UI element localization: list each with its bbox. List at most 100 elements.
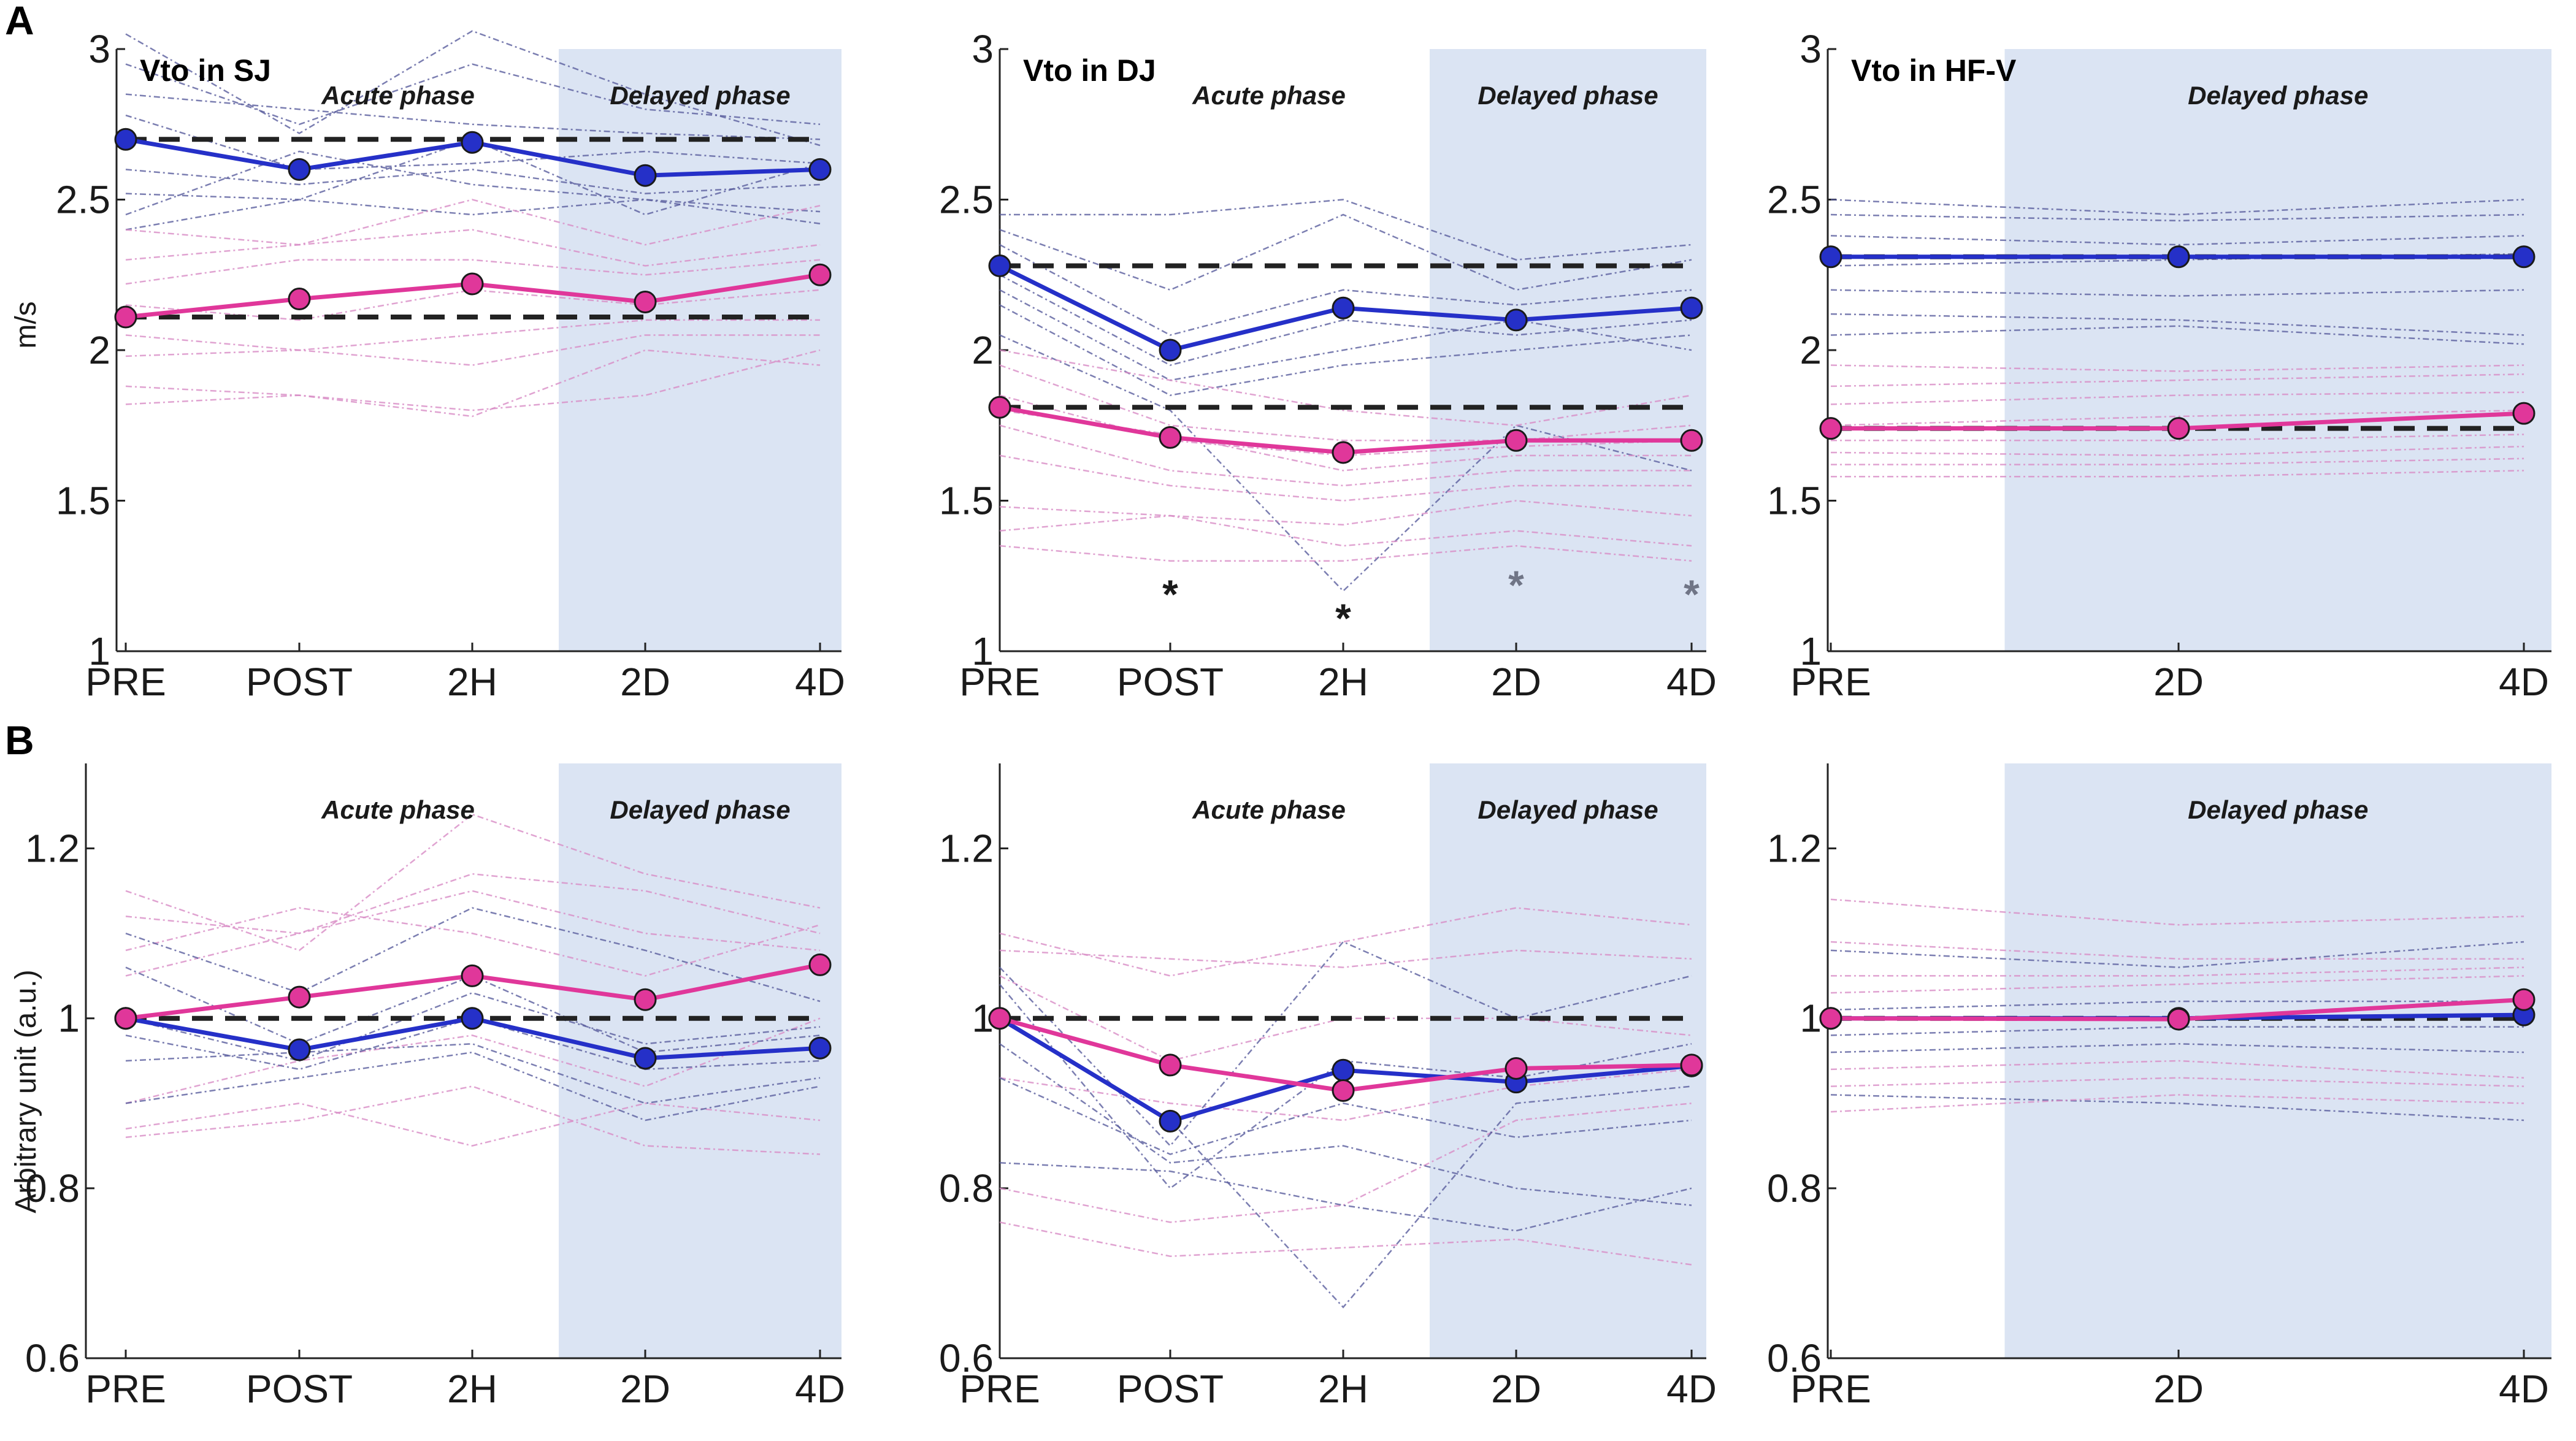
delayed-phase-shading [1430, 49, 1706, 651]
delayed-phase-label: Delayed phase [2188, 81, 2368, 110]
individual-trace-blue [125, 114, 821, 170]
y-tick-label: 1 [1800, 629, 1822, 673]
individual-trace-pink [1831, 434, 2524, 441]
y-tick-label: 2.5 [56, 178, 110, 222]
data-point-pink [114, 1007, 137, 1030]
individual-trace-blue [125, 138, 821, 231]
data-point-pink [2512, 402, 2536, 425]
data-point-pink [1159, 426, 1182, 449]
data-point-pink [2167, 1007, 2190, 1031]
individual-trace-pink [125, 334, 820, 366]
individual-trace-pink [1831, 457, 2524, 465]
individual-trace-blue [1830, 289, 2524, 297]
individual-trace-pink [999, 514, 1692, 547]
individual-trace-pink [125, 813, 821, 952]
chart-panel-a3: 1 1.5 2 2.5 3 PRE 2D 4D Vto in HF-V Delayed phase [1767, 27, 2551, 704]
y-tick-label: 1.5 [56, 479, 110, 523]
x-tick-label: 2D [2153, 660, 2204, 704]
individual-trace-pink [125, 199, 821, 246]
x-tick-label: POST [1117, 1367, 1224, 1411]
individual-trace-pink [1830, 1060, 2524, 1079]
data-point-pink [461, 964, 484, 987]
individual-trace-pink [1830, 1094, 2524, 1113]
data-point-blue [1159, 1109, 1182, 1133]
x-tick-label: 2D [620, 660, 670, 704]
delayed-phase-shading [1430, 763, 1706, 1358]
individual-trace-pink [125, 907, 821, 977]
data-point-blue [1680, 296, 1703, 319]
y-tick-label: 0.6 [939, 1336, 994, 1380]
individual-trace-pink [1831, 470, 2524, 478]
individual-trace-pink [125, 259, 821, 285]
individual-trace-blue [999, 274, 1692, 366]
x-tick-label: 2H [1318, 660, 1368, 704]
individual-trace-pink [999, 1103, 1692, 1223]
individual-trace-blue [999, 304, 1692, 396]
individual-trace-pink [125, 349, 821, 418]
individual-trace-pink [1830, 898, 2524, 926]
data-point-pink [288, 985, 311, 1009]
individual-trace-pink [125, 890, 821, 952]
delayed-phase-shading [559, 49, 841, 651]
data-point-blue [114, 128, 137, 151]
data-point-pink [1680, 1053, 1703, 1077]
individual-trace-blue [125, 30, 821, 147]
individual-trace-blue [125, 93, 821, 140]
x-tick-label: PRE [959, 660, 1040, 704]
data-point-pink [2167, 417, 2190, 440]
y-tick-label: 1 [972, 629, 994, 673]
panel-title: Vto in SJ [140, 53, 271, 88]
data-point-blue [2167, 245, 2190, 269]
y-tick-label: 2.5 [1767, 178, 1822, 222]
x-tick-label: PRE [85, 660, 166, 704]
data-point-pink [1505, 1057, 1528, 1080]
y-tick-label: 2 [88, 328, 110, 372]
individual-trace-blue [1830, 325, 2524, 345]
x-tick-label: 4D [2499, 660, 2549, 704]
data-point-pink [114, 305, 137, 329]
individual-trace-blue [1830, 1094, 2524, 1122]
individual-trace-blue [1000, 199, 1692, 261]
data-point-pink [1159, 1053, 1182, 1077]
x-tick-label: 2D [1491, 660, 1541, 704]
data-point-blue [2512, 245, 2536, 269]
individual-trace-pink [125, 873, 821, 977]
y-tick-label: 1 [1800, 996, 1822, 1041]
individual-trace-blue [1830, 1043, 2524, 1053]
x-tick-label: PRE [1790, 1367, 1871, 1411]
significance-star: * [1162, 571, 1178, 617]
data-point-pink [2512, 988, 2536, 1011]
individual-trace-blue [999, 1043, 1692, 1206]
individual-trace-blue [1830, 313, 2524, 336]
y-tick-label: 1.2 [25, 827, 80, 871]
chart-panel-a2: 1 1.5 2 2.5 3 PRE POST 2H 2D 4D * * * * Vto in DJ Acute… [939, 27, 1717, 704]
panels-container: 1 1.5 2 2.5 3 PRE POST 2H 2D 4D Vto in SJ Acute pha… [25, 27, 2551, 1411]
data-point-blue [461, 1007, 484, 1030]
data-point-blue [1332, 296, 1355, 319]
significance-star: * [1335, 595, 1351, 641]
chart-panel-a1: 1 1.5 2 2.5 3 PRE POST 2H 2D 4D Vto in SJ Acute pha… [56, 27, 845, 704]
individual-trace-pink [999, 500, 1692, 526]
y-tick-label: 1.2 [1767, 827, 1822, 871]
individual-trace-pink [1830, 364, 2524, 372]
delayed-phase-label: Delayed phase [1478, 81, 1658, 110]
data-point-pink [988, 396, 1011, 419]
y-tick-label: 0.8 [1767, 1166, 1822, 1210]
data-point-pink [988, 1007, 1011, 1030]
individual-trace-pink [999, 545, 1692, 562]
x-tick-label: 2D [1491, 1367, 1541, 1411]
individual-trace-pink [999, 349, 1692, 427]
individual-trace-pink [999, 907, 1692, 977]
data-point-pink [1332, 441, 1355, 464]
x-tick-label: POST [1117, 660, 1224, 704]
delayed-phase-shading [559, 763, 841, 1358]
row-label-b: B [5, 717, 34, 763]
individual-trace-pink [1830, 1077, 2524, 1087]
data-point-pink [461, 272, 484, 296]
data-point-pink [1332, 1079, 1355, 1102]
y-tick-label: 1.5 [1767, 479, 1822, 523]
panel-title: Vto in DJ [1023, 53, 1156, 88]
y-tick-label: 1.2 [939, 827, 994, 871]
data-point-pink [1819, 1007, 1842, 1030]
